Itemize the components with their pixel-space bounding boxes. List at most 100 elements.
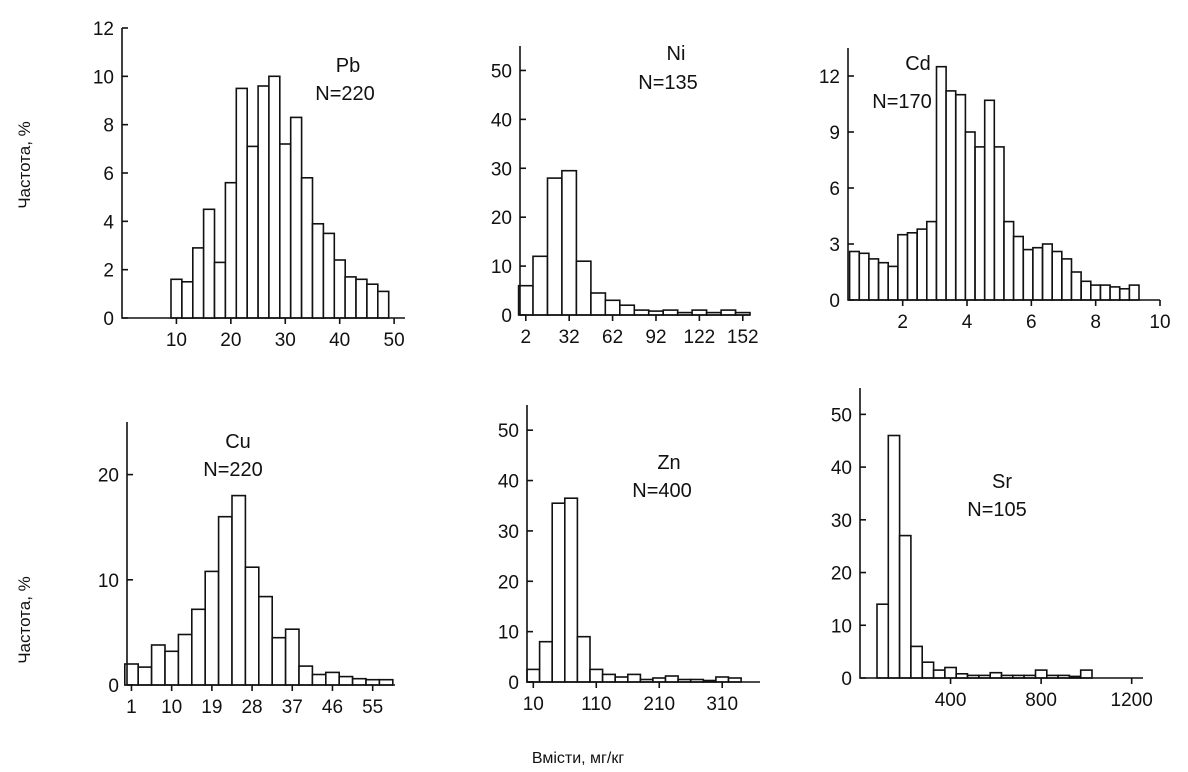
element-label: Cu <box>225 431 251 453</box>
bar-pb-8 <box>257 85 270 319</box>
bar-cd-15 <box>993 146 1005 301</box>
bar-cd-22 <box>1061 258 1073 301</box>
bar-pb-0 <box>170 278 183 319</box>
bar-zn-1 <box>538 640 553 683</box>
x-tick-label: 2 <box>897 312 908 333</box>
x-axis-label: Вмісти, мг/кг <box>532 750 624 767</box>
bar-sr-6 <box>944 666 958 679</box>
x-tick-label: 4 <box>962 312 973 333</box>
x-tick-label: 46 <box>322 697 343 718</box>
y-tick-label: 10 <box>831 616 852 637</box>
bar-sr-2 <box>898 534 912 679</box>
bar-sr-4 <box>921 661 935 679</box>
x-tick-label: 19 <box>201 697 222 718</box>
y-tick-label: 10 <box>498 623 519 644</box>
bar-cd-12 <box>964 131 976 301</box>
bar-cd-25 <box>1090 284 1102 301</box>
y-tick-label: 12 <box>819 67 840 88</box>
x-tick-label: 30 <box>275 330 296 351</box>
x-tick-label: 32 <box>559 327 580 348</box>
bar-pb-15 <box>333 259 346 319</box>
y-tick-label: 0 <box>501 306 512 327</box>
x-tick-label: 37 <box>282 697 303 718</box>
bar-ni-4 <box>575 260 592 316</box>
y-tick-label: 30 <box>498 522 519 543</box>
bar-cd-9 <box>935 65 947 301</box>
bar-sr-1 <box>887 434 901 679</box>
bar-cu-6 <box>204 570 220 686</box>
bar-pb-5 <box>224 181 238 319</box>
bar-cd-0 <box>848 250 860 301</box>
bar-cu-14 <box>311 673 327 686</box>
sample-count-label: N=170 <box>872 91 932 113</box>
bar-cd-11 <box>954 93 967 301</box>
y-tick-label: 6 <box>103 164 114 185</box>
x-tick-label: 8 <box>1090 312 1101 333</box>
x-tick-label: 110 <box>581 694 611 715</box>
bar-zn-5 <box>589 668 604 683</box>
bar-sr-3 <box>910 645 924 679</box>
bar-cu-2 <box>150 644 166 686</box>
x-tick-label: 2 <box>520 327 531 348</box>
y-tick-label: 10 <box>491 257 512 278</box>
bar-pb-6 <box>235 87 249 319</box>
bar-cd-1 <box>858 252 870 301</box>
x-tick-label: 310 <box>706 694 738 715</box>
bar-cd-27 <box>1109 286 1121 301</box>
bar-cd-20 <box>1041 243 1053 301</box>
y-tick-label: 10 <box>93 67 114 88</box>
bar-zn-4 <box>576 635 591 683</box>
bar-pb-7 <box>246 145 259 319</box>
bar-pb-4 <box>213 261 227 319</box>
sample-count-label: N=220 <box>315 83 375 105</box>
bar-ni-3 <box>561 169 578 316</box>
element-label: Ni <box>667 43 686 65</box>
bar-cu-8 <box>231 494 247 686</box>
bar-cd-5 <box>897 233 909 301</box>
y-tick-label: 40 <box>498 472 519 493</box>
bar-cu-5 <box>191 608 207 686</box>
element-label: Pb <box>336 55 360 77</box>
bar-sr-5 <box>932 669 946 679</box>
x-tick-label: 62 <box>602 327 623 348</box>
bar-pb-11 <box>289 116 303 319</box>
bar-sr-14 <box>1034 669 1048 679</box>
bar-cd-17 <box>1012 235 1024 301</box>
y-tick-label: 6 <box>829 179 840 200</box>
y-tick-label: 8 <box>103 116 114 137</box>
bar-cd-6 <box>906 232 918 301</box>
x-tick-label: 1 <box>126 697 137 718</box>
bar-pb-19 <box>376 290 390 319</box>
y-axis-label-top: Частота, % <box>15 121 34 209</box>
bar-cd-26 <box>1099 284 1111 301</box>
bar-cd-2 <box>868 258 880 301</box>
bar-ni-5 <box>590 292 607 316</box>
bar-pb-18 <box>366 283 379 319</box>
sample-count-label: N=105 <box>967 499 1027 521</box>
x-tick-label: 122 <box>684 327 716 348</box>
y-tick-label: 0 <box>829 291 840 312</box>
x-tick-label: 800 <box>1025 690 1057 711</box>
y-tick-label: 50 <box>491 61 512 82</box>
x-tick-label: 1200 <box>1111 690 1153 711</box>
bar-pb-9 <box>268 75 281 319</box>
y-tick-label: 40 <box>491 110 512 131</box>
x-tick-label: 50 <box>384 330 405 351</box>
bar-cd-7 <box>916 228 928 301</box>
element-label: Sr <box>992 471 1012 493</box>
bar-cd-28 <box>1119 287 1131 301</box>
chart-cu: 0 10 20 1 10 19 28 37 46 55 Cu N=220 <box>98 422 395 718</box>
y-tick-label: 3 <box>829 235 840 256</box>
bar-pb-16 <box>344 276 357 319</box>
bar-zn-2 <box>551 502 566 683</box>
bar-cu-12 <box>284 628 300 686</box>
bar-cu-4 <box>177 633 193 686</box>
bar-cu-10 <box>257 595 273 686</box>
y-tick-label: 20 <box>491 208 512 229</box>
x-tick-label: 28 <box>241 697 262 718</box>
bar-pb-12 <box>300 177 314 319</box>
y-tick-label: 50 <box>831 405 852 426</box>
